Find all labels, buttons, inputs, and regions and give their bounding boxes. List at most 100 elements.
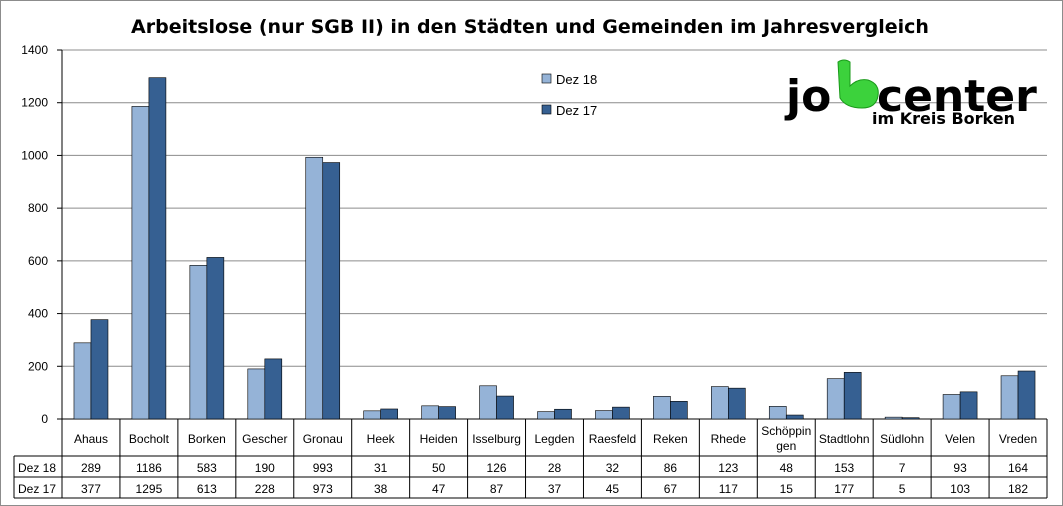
y-tick-label: 600 [28,254,48,268]
bar-dez18 [768,406,787,420]
bar-dez17 [670,401,688,420]
bar-dez18 [711,386,729,420]
category-label: Ahaus [74,432,108,446]
table-cell: 117 [719,482,738,496]
category-label: Raesfeld [589,432,636,446]
legend-label: Dez 17 [556,103,597,118]
bar-dez18 [305,156,324,420]
bar-dez18 [653,396,671,420]
table-cell: 86 [664,461,678,475]
logo-text-jo: jo [784,71,831,122]
table-cell: 37 [548,482,562,496]
bar-dez18 [479,385,497,420]
legend-swatch [541,73,552,84]
bar-dez18 [73,342,92,420]
legend-swatch [541,104,552,115]
category-label: Vreden [999,432,1037,446]
category-label: Gescher [242,432,287,446]
bar-dez17 [901,417,920,420]
table-cell: 87 [490,482,504,496]
table-cell: 67 [664,482,678,496]
bar-dez18 [189,265,208,420]
category-label: Bocholt [129,432,170,446]
bar-dez18 [595,410,613,420]
table-cell: 1295 [136,482,163,496]
bar-dez18 [1000,375,1019,420]
bar-dez18 [826,378,845,420]
y-tick-label: 1400 [21,43,48,57]
bar-dez17 [496,395,514,420]
table-cell: 126 [487,461,507,475]
table-cell: 28 [548,461,562,475]
data-table: Ahaus Bocholt Borken Gescher Gronau Heek Heide… [13,419,1048,499]
table-cell: 583 [197,461,217,475]
table-cell: 228 [255,482,275,496]
y-tick-label: 200 [28,359,48,373]
table-cell: 47 [432,482,446,496]
y-tick-label: 400 [28,307,48,321]
bar-dez17 [380,408,398,420]
chart-title: Arbeitslose (nur SGB II) in den Städten … [131,16,929,38]
table-cell: 182 [1008,482,1028,496]
category-label: Heiden [420,432,458,446]
table-series-label: Dez 18 [18,461,56,475]
table-cell: 177 [834,482,854,496]
category-label: Borken [188,432,226,446]
table-cell: 38 [374,482,388,496]
jobcenter-logo: jo center im Kreis Borken [784,59,1037,128]
table-cell: 103 [950,482,970,496]
category-label: Heek [367,432,396,446]
bar-dez17 [322,162,341,420]
y-tick-label: 1000 [21,148,48,162]
y-tick-label: 800 [28,201,48,215]
bar-dez17 [612,406,630,420]
bar-dez18 [884,416,903,420]
bar-dez17 [728,387,746,420]
bar-dez17 [785,414,804,420]
table-cell: 190 [255,461,275,475]
table-cell: 289 [81,461,101,475]
bar-dez17 [90,319,109,420]
category-label: Isselburg [472,432,521,446]
gridlines [62,49,1047,420]
category-label: Velen [945,432,975,446]
bars [73,77,1036,420]
table-cell: 93 [953,461,967,475]
bar-dez17 [959,391,978,420]
table-cell: 7 [899,461,906,475]
bar-dez18 [942,394,961,420]
bar-dez18 [421,405,439,420]
table-cell: 15 [780,482,794,496]
category-label: Stadtlohn [819,432,870,446]
category-label: Legden [534,432,574,446]
bar-dez17 [1017,370,1036,420]
bar-dez17 [554,408,572,420]
table-series-label: Dez 17 [18,482,56,496]
bar-dez18 [131,106,150,420]
category-label: Schöppin gen [761,424,811,453]
bar-dez17 [264,358,283,420]
bar-dez17 [148,77,167,420]
category-label: Gronau [303,432,343,446]
y-tick-label: 1200 [21,96,48,110]
legend: Dez 18 Dez 17 [541,72,597,118]
table-cell: 31 [374,461,388,475]
category-label: Südlohn [880,432,924,446]
legend-label: Dez 18 [556,72,597,87]
y-axis: 0 200 400 600 800 1000 1200 1400 [21,43,63,426]
bar-dez17 [206,257,225,420]
logo-subtitle: im Kreis Borken [872,109,1015,128]
bar-dez17 [438,406,456,420]
table-cell: 993 [313,461,333,475]
category-label: Reken [653,432,688,446]
bar-dez18 [363,410,381,420]
table-cell: 32 [606,461,620,475]
bar-dez17 [843,372,862,420]
table-cell: 50 [432,461,446,475]
table-cell: 377 [81,482,101,496]
category-label: Rhede [711,432,747,446]
bar-dez18 [247,368,266,420]
table-cell: 45 [606,482,620,496]
